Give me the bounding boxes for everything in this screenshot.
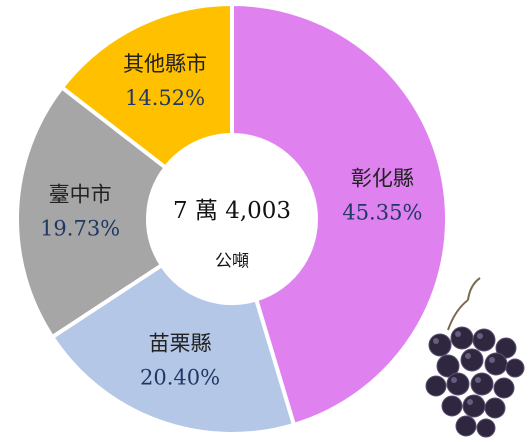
center-total: 7 萬 4,003: [173, 198, 291, 224]
slice: [49, 262, 297, 436]
value-label: 19.73%: [40, 217, 120, 241]
grape-icon: [425, 277, 525, 438]
slice: [15, 84, 169, 340]
value-label: 14.52%: [125, 86, 205, 110]
slice-label: 苗栗縣: [149, 331, 212, 355]
slice: [230, 1, 449, 428]
center-unit: 公噸: [215, 252, 249, 272]
slice-label: 彰化縣: [351, 166, 414, 190]
value-label: 45.35%: [342, 200, 422, 224]
slice: [59, 1, 234, 171]
slice-label: 其他縣市: [123, 52, 207, 76]
donut: [15, 1, 449, 436]
value-label: 20.40%: [140, 365, 220, 389]
slice-label: 臺中市: [49, 183, 112, 207]
